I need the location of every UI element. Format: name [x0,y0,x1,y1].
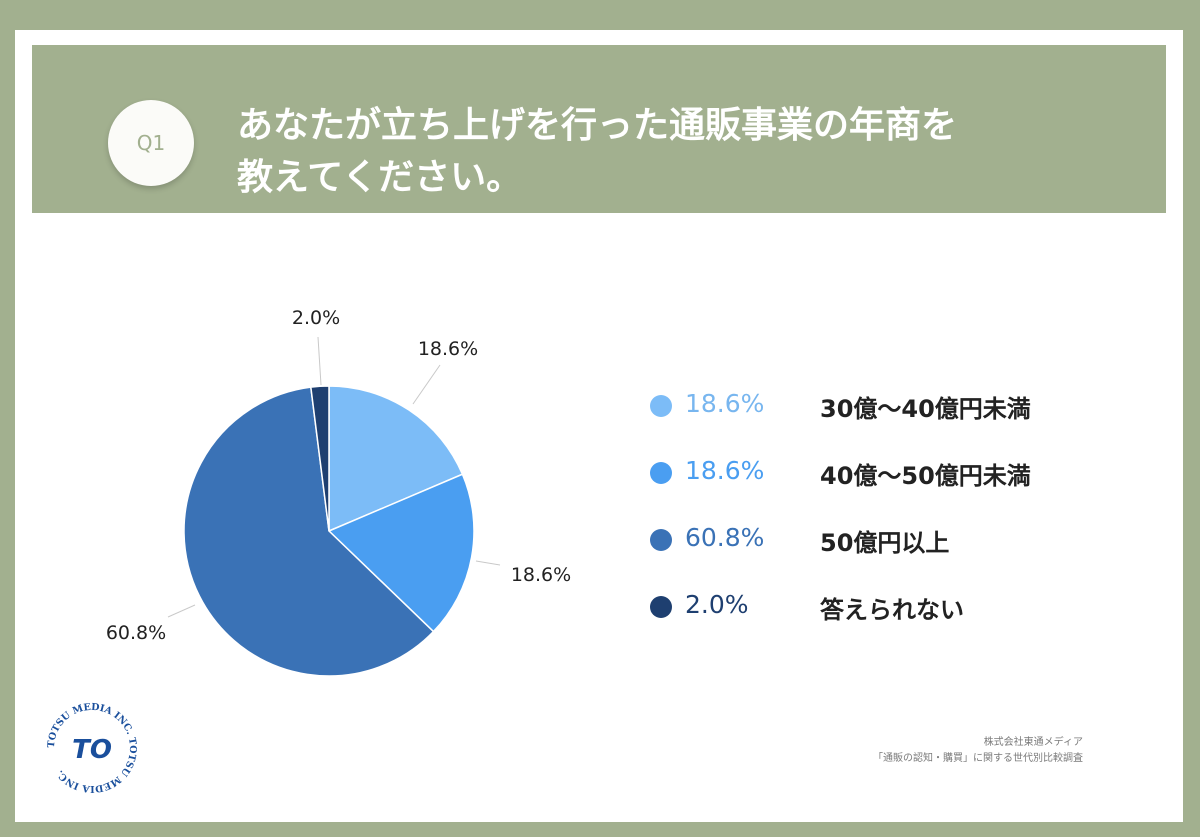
legend-swatch [650,462,672,484]
question-header: Q1 あなたが立ち上げを行った通販事業の年商を 教えてください。 [32,45,1166,213]
slice-leader-line [412,364,441,405]
question-title: あなたが立ち上げを行った通販事業の年商を 教えてください。 [237,100,1157,204]
legend-label: 答えられない [820,596,964,624]
totsu-media-logo: TOTSU MEDIA INC. TOTSU MEDIA INC. TO [46,702,138,794]
pie-slice [328,385,464,533]
logo-center-circle [68,724,116,772]
slice-data-label: 18.6% [511,564,571,586]
legend-label: 30億〜40億円未満 [820,395,1031,423]
legend-item: 18.6% 30億〜40億円未満 [650,385,1110,425]
source-survey-name: 「通販の認知・購買」に関する世代別比較調査 [873,753,1083,764]
slice-leader-line [167,604,196,618]
legend-swatch [650,529,672,551]
legend-percentage: 2.0% [685,590,749,619]
card: Q1 あなたが立ち上げを行った通販事業の年商を 教えてください。 18.6% 3… [15,30,1183,822]
slice-leader-line [475,560,501,566]
question-title-line-2: 教えてください。 [237,157,523,198]
source-company: 株式会社東通メディア [983,737,1083,748]
legend-swatch [650,596,672,618]
legend-percentage: 18.6% [685,456,765,485]
legend-percentage: 18.6% [685,389,765,418]
legend-percentage: 60.8% [685,523,765,552]
slice-leader-line [317,336,322,386]
slice-data-label: 2.0% [292,307,340,329]
pie-slice [183,386,435,677]
legend-item: 18.6% 40億〜50億円未満 [650,452,1110,492]
slice-data-label: 18.6% [418,338,478,360]
legend-label: 40億〜50億円未満 [820,462,1031,490]
pie-slice [309,385,330,532]
legend-label: 50億円以上 [820,529,950,557]
legend-swatch [650,395,672,417]
logo-mark: TO [72,735,112,765]
slice-data-label: 60.8% [106,622,166,644]
source-credit: 株式会社東通メディア 「通販の認知・購買」に関する世代別比較調査 [873,735,1083,767]
pie-slice [327,473,475,633]
legend-item: 2.0% 答えられない [650,586,1110,626]
question-title-line-1: あなたが立ち上げを行った通販事業の年商を [237,105,958,146]
question-number-badge: Q1 [108,100,194,186]
legend-item: 60.8% 50億円以上 [650,519,1110,559]
